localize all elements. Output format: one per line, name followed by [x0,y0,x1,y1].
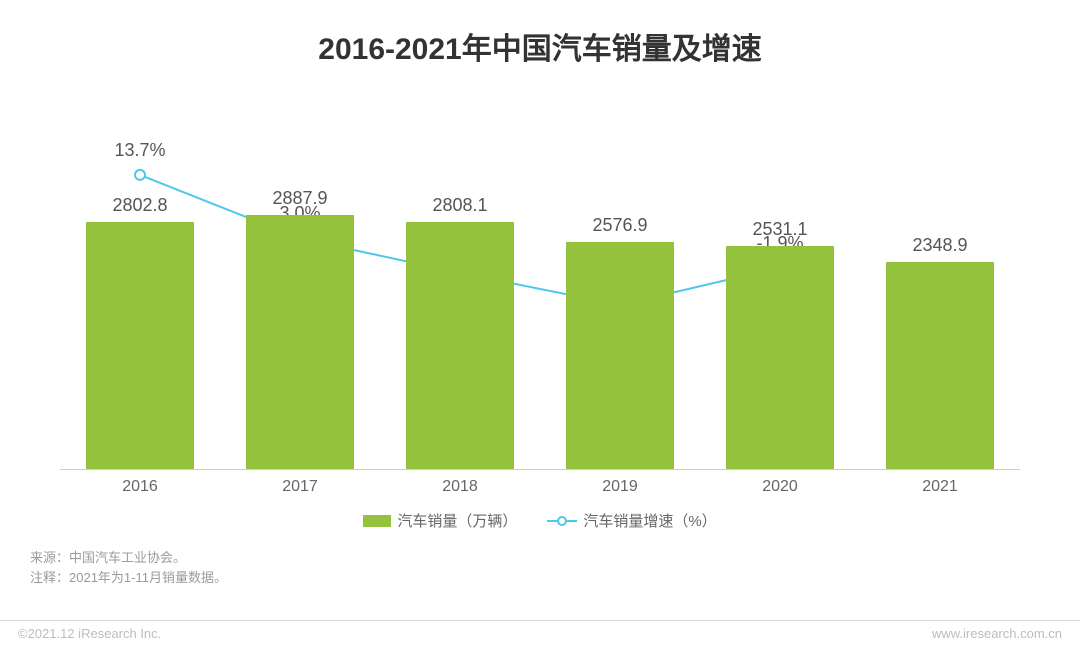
bar-value-label: 2348.9 [912,235,967,256]
footer-copyright: ©2021.12 iResearch Inc. [18,626,161,641]
legend-label: 汽车销量（万辆） [397,510,517,531]
bar-rect [246,215,355,470]
chart-title: 2016-2021年中国汽车销量及增速 [0,0,1080,68]
bar-rect [726,246,835,470]
bar-slot: 2887.9 [220,90,380,470]
bars-row: 2802.8 2887.9 2808.1 2576.9 2531.1 2348.9 [60,90,1020,470]
source-notes: 来源：中国汽车工业协会。注释：2021年为1-11月销量数据。 [0,548,257,587]
legend: 汽车销量（万辆） 汽车销量增速（%） [60,510,1020,531]
x-axis-label: 2021 [860,478,1020,496]
x-axis-labels: 201620172018201920202021 [60,478,1020,496]
chart-plot-area: 13.7%3.0%-2.8%-8.2%-1.9% 2802.82887.9280… [60,90,1020,470]
bar-slot: 2808.1 [380,90,540,470]
legend-swatch-line [547,514,577,528]
x-axis-line [60,469,1020,470]
x-axis-label: 2016 [60,478,220,496]
legend-swatch-bar [363,515,391,527]
note-line: 来源：中国汽车工业协会。 [30,548,227,568]
bar-slot: 2802.8 [60,90,220,470]
legend-item: 汽车销量（万辆） [363,510,517,531]
legend-label: 汽车销量增速（%） [583,510,716,531]
bar-value-label: 2802.8 [112,195,167,216]
x-axis-label: 2018 [380,478,540,496]
x-axis-label: 2020 [700,478,860,496]
bar-slot: 2348.9 [860,90,1020,470]
x-axis-label: 2019 [540,478,700,496]
bar-value-label: 2576.9 [592,215,647,236]
note-line: 注释：2021年为1-11月销量数据。 [30,568,227,588]
bar-slot: 2576.9 [540,90,700,470]
footer-url: www.iresearch.com.cn [932,626,1062,641]
x-axis-label: 2017 [220,478,380,496]
bar-rect [406,222,515,470]
footer: ©2021.12 iResearch Inc. www.iresearch.co… [0,620,1080,645]
bar-value-label: 2887.9 [272,188,327,209]
bar-slot: 2531.1 [700,90,860,470]
bar-rect [886,262,995,470]
legend-item: 汽车销量增速（%） [547,510,716,531]
bar-value-label: 2531.1 [752,219,807,240]
bar-rect [86,222,195,470]
bar-rect [566,242,675,470]
bar-value-label: 2808.1 [432,195,487,216]
